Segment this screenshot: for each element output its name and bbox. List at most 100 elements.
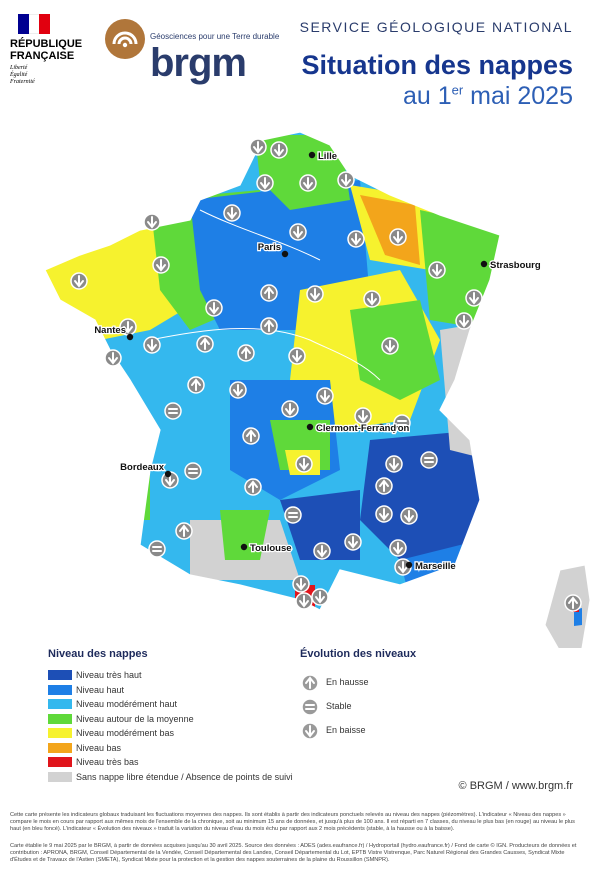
up-arrow-icon xyxy=(375,477,393,495)
france-groundwater-map: Lille Paris Strasbourg Nantes LyonClermont-F… xyxy=(44,131,591,648)
down-arrow-icon xyxy=(119,318,137,336)
brgm-logo: Géosciences pour une Terre durable brgm xyxy=(104,16,284,86)
legend-label: Niveau très bas xyxy=(76,757,139,768)
service-label: SERVICE GÉOLOGIQUE NATIONAL xyxy=(299,19,573,35)
city-label: Bordeaux xyxy=(120,462,165,473)
down-arrow-icon xyxy=(313,542,331,560)
down-arrow-icon xyxy=(311,588,329,606)
legend-level-item: Niveau autour de la moyenne xyxy=(48,712,293,727)
down-arrow-icon xyxy=(152,256,170,274)
methodology-note: Cette carte présente les indicateurs glo… xyxy=(10,812,575,832)
legend-evolution: Évolution des niveaux En hausse Stable En … xyxy=(300,648,416,742)
city-dot xyxy=(308,151,316,159)
legend-evolution-title: Évolution des niveaux xyxy=(300,648,417,660)
down-arrow-icon xyxy=(229,381,247,399)
legend-label: Niveau haut xyxy=(76,684,125,695)
down-arrow-icon xyxy=(347,230,365,248)
legend-label: Niveau bas xyxy=(76,742,122,753)
legend-swatch xyxy=(48,713,72,724)
up-arrow-icon xyxy=(301,674,318,691)
down-arrow-icon xyxy=(301,722,318,739)
down-arrow-icon xyxy=(299,174,317,192)
down-arrow-icon xyxy=(281,400,299,418)
city-label: Nantes xyxy=(94,325,126,336)
city-dot xyxy=(306,423,314,431)
down-arrow-icon xyxy=(316,387,334,405)
down-arrow-icon xyxy=(289,223,307,241)
city-label: Clermont-Ferrand xyxy=(316,423,396,434)
up-arrow-icon xyxy=(187,376,205,394)
city-dot xyxy=(126,333,134,341)
down-arrow-icon xyxy=(381,337,399,355)
legend-evolution-item: En baisse xyxy=(300,718,416,742)
down-arrow-icon xyxy=(143,336,161,354)
down-arrow-icon xyxy=(205,299,223,317)
legend-level-item: Niveau haut xyxy=(48,683,293,698)
city-markers: Lille Paris Strasbourg Nantes LyonClermont-F… xyxy=(93,150,542,574)
legend-label: Niveau modérément bas xyxy=(76,728,175,739)
down-arrow-icon xyxy=(295,592,313,610)
down-arrow-icon xyxy=(465,289,483,307)
down-arrow-icon xyxy=(337,171,355,189)
down-arrow-icon xyxy=(344,533,362,551)
legend-swatch xyxy=(48,771,72,782)
down-arrow-icon xyxy=(400,507,418,525)
up-arrow-icon xyxy=(237,344,255,362)
up-arrow-icon xyxy=(175,522,193,540)
city-label: Paris xyxy=(258,242,281,253)
source-note: Carte établie le 9 mai 2025 par le BRGM,… xyxy=(10,843,577,863)
page-title: Situation des nappes xyxy=(301,50,573,80)
down-arrow-icon xyxy=(143,213,161,231)
french-flag-icon xyxy=(18,14,51,34)
rf-title: RÉPUBLIQUE FRANÇAISE xyxy=(10,38,83,62)
copyright: © BRGM / www.brgm.fr xyxy=(458,780,573,792)
legend-label: En baisse xyxy=(326,725,366,735)
evolution-icons xyxy=(70,138,582,612)
down-arrow-icon xyxy=(295,455,313,473)
corsica-east xyxy=(574,608,582,626)
legend-swatch xyxy=(48,728,72,739)
down-arrow-icon xyxy=(288,347,306,365)
down-arrow-icon xyxy=(292,575,310,593)
city-label: Marseille xyxy=(415,561,456,572)
legend-level-item: Niveau très haut xyxy=(48,668,293,683)
city-dot xyxy=(377,423,385,431)
equal-icon xyxy=(148,540,166,558)
up-arrow-icon xyxy=(242,427,260,445)
region-toulouse xyxy=(220,510,270,560)
legend-label: Sans nappe libre étendue / Absence de po… xyxy=(76,771,293,782)
equal-icon xyxy=(420,451,438,469)
brgm-tagline: Géosciences pour une Terre durable xyxy=(150,32,280,41)
republique-francaise-logo: RÉPUBLIQUE FRANÇAISE Liberté Égalité Frater… xyxy=(10,14,100,94)
down-arrow-icon xyxy=(256,174,274,192)
legend-level-item: Niveau modérément bas xyxy=(48,726,293,741)
legend-levels-title: Niveau des nappes xyxy=(48,648,148,660)
equal-icon xyxy=(393,414,411,432)
legend-levels: Niveau des nappes Niveau très haut Niveau… xyxy=(48,648,293,784)
legend-label: Niveau très haut xyxy=(76,670,142,681)
up-arrow-icon xyxy=(244,478,262,496)
brgm-wordmark: brgm xyxy=(150,41,247,85)
equal-icon xyxy=(164,402,182,420)
region-ardennes xyxy=(360,195,420,265)
legend-level-item: Niveau très bas xyxy=(48,755,293,770)
city-dot xyxy=(480,260,488,268)
map-regions xyxy=(45,132,500,610)
down-arrow-icon xyxy=(301,722,318,739)
equal-icon xyxy=(301,698,318,715)
seine-river xyxy=(199,209,321,261)
city-label: Strasbourg xyxy=(490,260,541,271)
down-arrow-icon xyxy=(385,455,403,473)
legend-label: Niveau modérément haut xyxy=(76,699,178,710)
legend-level-item: Niveau bas xyxy=(48,741,293,756)
city-dot xyxy=(405,561,413,569)
up-arrow-icon xyxy=(260,284,278,302)
down-arrow-icon xyxy=(223,204,241,222)
city-label: Lyon xyxy=(387,423,410,434)
down-arrow-icon xyxy=(306,285,324,303)
up-arrow-icon xyxy=(301,674,318,691)
loire-river xyxy=(149,328,381,381)
down-arrow-icon xyxy=(455,312,473,330)
legend-swatch xyxy=(48,742,72,753)
city-label: Lille xyxy=(318,151,337,162)
